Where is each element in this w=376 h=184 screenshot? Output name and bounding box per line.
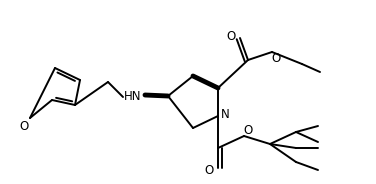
Text: O: O <box>243 123 253 137</box>
Text: O: O <box>205 164 214 176</box>
Text: O: O <box>226 31 236 43</box>
Text: O: O <box>271 52 280 65</box>
Text: N: N <box>221 107 229 121</box>
Text: HN: HN <box>124 89 142 102</box>
Text: O: O <box>20 119 29 132</box>
